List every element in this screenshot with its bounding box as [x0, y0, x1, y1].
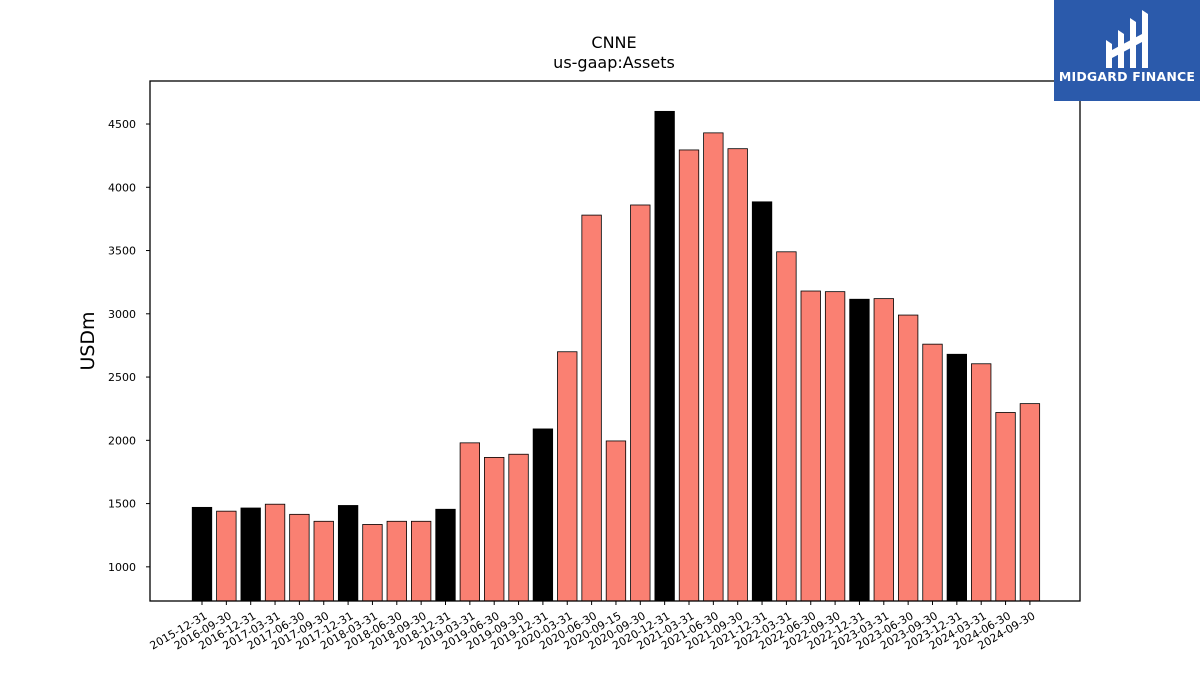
y-axis-ticks: 1000 1500 2000 2500 3000 3500 4000 4500	[108, 118, 150, 574]
bar-2018-03-31	[362, 524, 383, 602]
y-tick-label: 3500	[108, 245, 136, 258]
bar-2017-06-30	[289, 513, 310, 602]
bar-2023-03-31	[873, 298, 894, 602]
y-tick-label: 2000	[108, 434, 136, 447]
bar-2021-03-31	[678, 149, 700, 602]
bar-2022-09-30	[824, 291, 846, 602]
brand-logo: MIDGARD FINANCE	[1054, 0, 1200, 101]
bar-2017-03-31	[264, 503, 286, 602]
chart-subtitle: us-gaap:Assets	[553, 53, 675, 72]
bar-2023-09-30	[922, 343, 943, 602]
bar-2021-06-30	[703, 132, 724, 602]
bar-2020-09-30	[630, 204, 651, 602]
bar-2022-12-31	[849, 298, 870, 602]
bar-2019-06-30	[484, 456, 505, 602]
y-tick-label: 1500	[108, 498, 136, 511]
y-tick-label: 4500	[108, 118, 136, 131]
bar-2017-09-30	[313, 520, 334, 602]
bar-2019-09-30	[508, 453, 529, 602]
bar-2020-03-31	[557, 351, 578, 602]
y-tick-label: 2500	[108, 371, 136, 384]
bar-2022-03-31	[776, 251, 797, 602]
plot-frame	[149, 80, 1081, 602]
bar-2015-12-31	[191, 506, 213, 602]
bar-2024-03-31	[971, 363, 992, 602]
bar-2016-12-31	[240, 507, 261, 602]
bar-2024-09-30	[1019, 403, 1041, 602]
bar-2023-12-31	[946, 353, 967, 602]
bar-2020-06-30	[581, 214, 602, 602]
brand-name: MIDGARD FINANCE	[1058, 69, 1196, 84]
bar-2020-09-15	[605, 440, 627, 602]
bar-2018-09-30	[410, 520, 432, 602]
bar-2018-06-30	[386, 520, 407, 602]
midgard-logo-icon	[1106, 10, 1148, 68]
bar-2024-06-30	[995, 412, 1016, 602]
bar-2023-06-30	[898, 314, 919, 602]
bar-2019-03-31	[459, 442, 481, 602]
bar-2019-12-31	[532, 428, 554, 602]
bar-2020-12-31	[654, 110, 675, 602]
y-tick-label: 3000	[108, 308, 136, 321]
bar-2018-12-31	[435, 508, 456, 602]
bar-2021-09-30	[727, 148, 748, 602]
bars-group	[191, 110, 1041, 602]
y-tick-label: 4000	[108, 181, 136, 194]
y-axis-label: USDm	[77, 311, 99, 370]
x-axis-ticks: 2015-12-312016-09-302016-12-312017-03-31…	[148, 601, 1037, 652]
bar-2021-12-31	[751, 201, 773, 602]
bar-2017-12-31	[337, 505, 359, 602]
bar-2022-06-30	[800, 290, 821, 602]
chart-title: CNNE	[591, 33, 636, 52]
y-tick-label: 1000	[108, 561, 136, 574]
bar-2016-09-30	[216, 510, 237, 602]
